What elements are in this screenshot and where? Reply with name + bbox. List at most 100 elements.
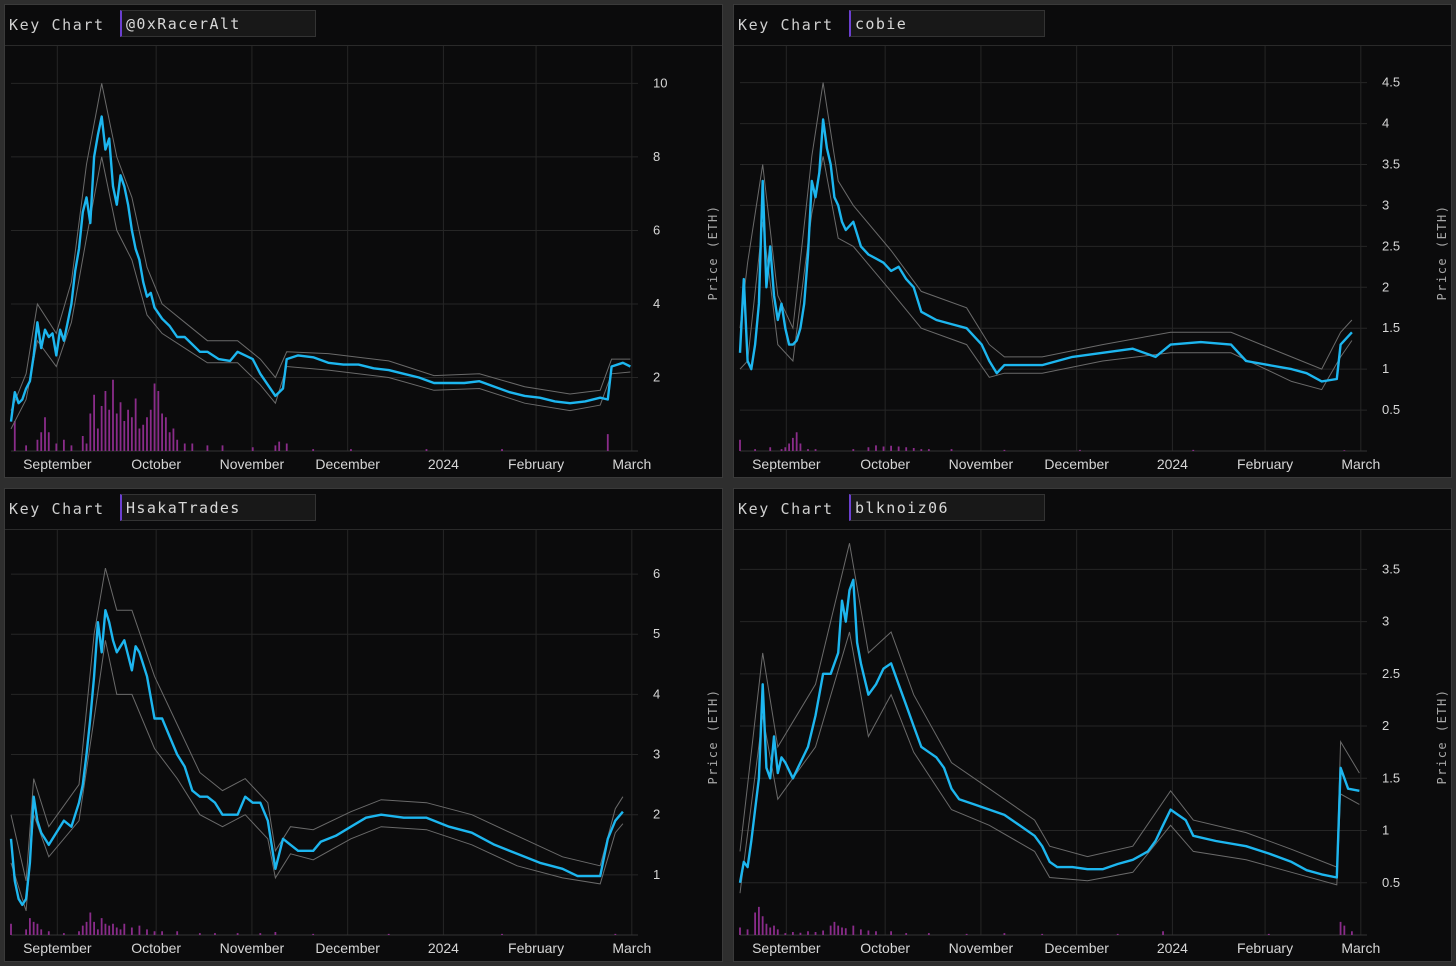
volume-bar: [104, 923, 107, 935]
x-tick-label: 2024: [428, 940, 459, 956]
volume-bar: [40, 432, 43, 451]
handle-input[interactable]: @0xRacerAlt: [120, 10, 316, 37]
volume-bar: [142, 424, 145, 451]
x-tick-label: September: [752, 940, 821, 956]
volume-bar: [875, 445, 877, 451]
volume-bar: [93, 921, 95, 935]
volume-bar: [96, 929, 99, 935]
price-chart: 1 2 3 4 5 6 September October November December 20…: [9, 530, 720, 956]
y-tick-label: 4: [1382, 116, 1389, 131]
volume-bar: [312, 933, 315, 935]
handle-input[interactable]: cobie: [849, 10, 1045, 37]
panel-title: Key Chart: [738, 500, 834, 518]
volume-bar: [62, 439, 65, 451]
volume-bar: [40, 929, 43, 935]
volume-bar: [96, 428, 99, 451]
volume-bar: [784, 933, 787, 935]
handle-value[interactable]: blknoiz06: [855, 499, 949, 517]
x-tick-label: October: [860, 940, 910, 956]
x-tick-label: 2024: [1157, 456, 1188, 472]
volume-bar: [130, 417, 133, 451]
x-tick-label: March: [1341, 940, 1380, 956]
y-tick-label: 8: [653, 149, 660, 164]
volume-bar: [920, 449, 923, 451]
handle-value[interactable]: HsakaTrades: [126, 499, 241, 517]
volume-bar: [176, 931, 179, 935]
volume-bar: [274, 445, 277, 451]
y-tick-label: 3.5: [1382, 157, 1400, 172]
volume-bar: [807, 449, 809, 451]
x-tick-label: December: [1044, 456, 1109, 472]
y-tick-label: 2: [653, 807, 660, 822]
volume-bar: [127, 409, 129, 451]
x-tick-label: September: [752, 456, 821, 472]
y-tick-label: 6: [653, 566, 660, 581]
volume-bar: [1192, 449, 1195, 451]
x-tick-label: December: [1044, 940, 1109, 956]
volume-bar: [153, 931, 156, 935]
volume-bar: [115, 413, 118, 451]
volume-bar: [867, 930, 870, 935]
volume-bar: [138, 925, 141, 935]
volume-bar: [950, 449, 953, 451]
y-tick-label: 3: [1382, 197, 1389, 212]
volume-bar: [176, 439, 179, 451]
volume-bar: [1041, 933, 1044, 935]
panel-header: Key Chart blknoiz06: [734, 489, 1451, 530]
y-tick-label: 6: [653, 222, 660, 237]
x-tick-label: December: [315, 940, 380, 956]
handle-value[interactable]: @0xRacerAlt: [126, 15, 241, 33]
volume-bar: [104, 391, 107, 451]
x-tick-label: September: [23, 940, 92, 956]
volume-bar: [221, 445, 224, 451]
volume-bar: [285, 443, 288, 451]
y-tick-label: 2: [653, 369, 660, 384]
volume-bar: [161, 931, 163, 935]
volume-bar: [274, 932, 277, 935]
volume-bar: [81, 925, 84, 935]
x-tick-label: November: [220, 456, 285, 472]
volume-bar: [1343, 925, 1346, 935]
volume-bar: [119, 929, 122, 935]
chart-panel-4: Key Chart blknoiz06 0.5 1 1.5 2 2.5 3 3.5 Septe…: [733, 488, 1452, 962]
x-tick-label: September: [23, 456, 92, 472]
volume-bar: [852, 925, 855, 935]
volume-bar: [10, 923, 12, 935]
volume-bar: [350, 449, 352, 451]
x-tick-label: February: [508, 456, 564, 472]
lower-band-line: [10, 156, 631, 430]
handle-value[interactable]: cobie: [855, 15, 908, 33]
x-tick-label: December: [315, 456, 380, 472]
volume-bar: [183, 443, 186, 451]
volume-bar: [1116, 933, 1119, 935]
y-tick-label: 2.5: [1382, 666, 1400, 681]
volume-bar: [791, 437, 794, 451]
price-line: [9, 609, 624, 907]
volume-bar: [425, 449, 428, 451]
volume-bar: [739, 439, 741, 451]
y-axis-label: Price (ETH): [1435, 689, 1449, 785]
x-tick-label: February: [1237, 940, 1293, 956]
x-tick-label: November: [220, 940, 285, 956]
volume-bar: [501, 933, 503, 935]
volume-bar: [833, 921, 836, 935]
chart-panel-3: Key Chart HsakaTrades 1 2 3 4 5 6 September Oct…: [4, 488, 723, 962]
volume-bar: [198, 933, 201, 935]
chart-panel-2: Key Chart cobie 0.5 1 1.5 2 2.5 3 3.5 4 4.5 Septe…: [733, 4, 1452, 478]
volume-bar: [799, 932, 802, 935]
volume-bar: [1350, 931, 1353, 935]
volume-bar: [119, 402, 122, 451]
price-chart: 2 4 6 8 10 September October November December 20…: [9, 46, 720, 472]
volume-bar: [807, 931, 809, 935]
handle-input[interactable]: HsakaTrades: [120, 494, 316, 521]
volume-bar: [149, 409, 152, 451]
y-axis-label: Price (ETH): [706, 205, 720, 301]
volume-bar: [822, 930, 824, 935]
volume-bar: [890, 445, 892, 451]
volume-bar: [36, 439, 39, 451]
volume-bar: [965, 933, 968, 935]
y-tick-label: 1.5: [1382, 770, 1400, 785]
volume-bar: [191, 443, 194, 451]
volume-bar: [769, 927, 772, 935]
handle-input[interactable]: blknoiz06: [849, 494, 1045, 521]
